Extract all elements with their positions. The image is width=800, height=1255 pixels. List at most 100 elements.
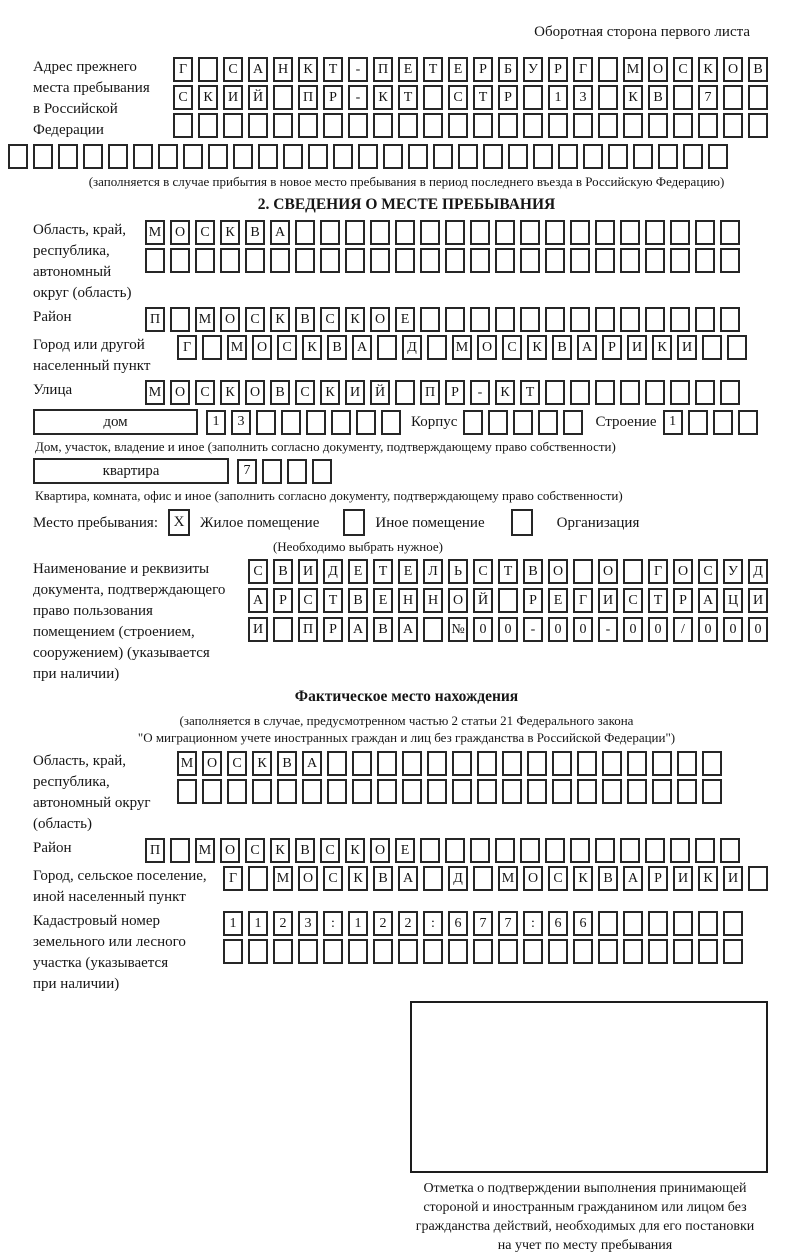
char-box: С (245, 838, 265, 863)
char-box (473, 866, 493, 891)
char-box (183, 144, 203, 169)
char-box: С (195, 380, 215, 405)
char-box: М (177, 751, 197, 776)
char-box: М (195, 838, 215, 863)
char-box: - (598, 617, 618, 642)
stamp-box (410, 1001, 768, 1173)
char-box (598, 939, 618, 964)
char-box: А (302, 751, 322, 776)
char-box (720, 380, 740, 405)
char-box (477, 779, 497, 804)
char-box (677, 779, 697, 804)
char-box (427, 335, 447, 360)
char-box: К (345, 838, 365, 863)
char-box (673, 939, 693, 964)
char-box (423, 617, 443, 642)
char-box: Р (445, 380, 465, 405)
char-box (320, 248, 340, 273)
char-box (538, 409, 559, 435)
char-box (677, 751, 697, 776)
char-box (173, 113, 193, 138)
prev-address-block: Адрес прежнего места пребывания в Россий… (33, 57, 780, 141)
option-organizaciya-label: Организация (556, 514, 640, 531)
char-box: Р (498, 85, 518, 110)
char-box: Р (673, 588, 693, 613)
char-box (508, 144, 528, 169)
char-box: Н (423, 588, 443, 613)
char-box (727, 335, 747, 360)
char-box (633, 144, 653, 169)
char-box (648, 113, 668, 138)
char-box (583, 144, 603, 169)
char-box: М (145, 220, 165, 245)
actual-region-row-2 (177, 779, 722, 804)
char-box: С (295, 380, 315, 405)
char-box (670, 220, 690, 245)
char-box: О (370, 307, 390, 332)
char-box (208, 144, 228, 169)
korpus-label: Корпус (411, 414, 458, 430)
char-box (648, 939, 668, 964)
char-box: В (598, 866, 618, 891)
char-box (645, 380, 665, 405)
char-box (202, 779, 222, 804)
char-box: И (298, 559, 318, 584)
char-box: № (448, 617, 468, 642)
char-box (448, 113, 468, 138)
char-box: В (327, 335, 347, 360)
char-box (223, 939, 243, 964)
char-box (352, 779, 372, 804)
char-box (577, 751, 597, 776)
char-box: / (673, 617, 693, 642)
cadastre-block: Кадастровый номер земельного или лесного… (33, 911, 780, 995)
char-box: 1 (662, 409, 683, 435)
char-box (645, 220, 665, 245)
char-box (702, 335, 722, 360)
char-box: К (298, 57, 318, 82)
char-box: К (373, 85, 393, 110)
char-box: 3 (573, 85, 593, 110)
char-box (495, 220, 515, 245)
char-box: 1 (248, 911, 268, 936)
char-box: Р (648, 866, 668, 891)
char-box (202, 335, 222, 360)
char-box: В (373, 617, 393, 642)
char-box (520, 838, 540, 863)
char-box (695, 220, 715, 245)
char-box (498, 939, 518, 964)
char-box (420, 248, 440, 273)
char-box: Р (273, 588, 293, 613)
apartment-type-box: квартира (33, 458, 229, 484)
char-box (470, 307, 490, 332)
char-box (523, 939, 543, 964)
char-box (645, 838, 665, 863)
char-box: 0 (498, 617, 518, 642)
char-box (623, 113, 643, 138)
char-box: Е (348, 559, 368, 584)
char-box: К (220, 380, 240, 405)
char-box: 7 (473, 911, 493, 936)
region-row-2 (145, 248, 740, 273)
char-box: С (245, 307, 265, 332)
char-box (520, 220, 540, 245)
char-box (502, 751, 522, 776)
char-box (602, 779, 622, 804)
prev-address-row-3 (173, 113, 768, 138)
char-box: П (298, 85, 318, 110)
char-box (452, 751, 472, 776)
char-box: А (248, 588, 268, 613)
char-box: Т (473, 85, 493, 110)
char-box (377, 779, 397, 804)
char-box (198, 113, 218, 138)
char-box (723, 911, 743, 936)
char-box (488, 409, 509, 435)
char-box (627, 779, 647, 804)
char-box (356, 409, 376, 435)
char-box: О (448, 588, 468, 613)
char-box (570, 838, 590, 863)
char-box: Г (177, 335, 197, 360)
char-box (295, 220, 315, 245)
